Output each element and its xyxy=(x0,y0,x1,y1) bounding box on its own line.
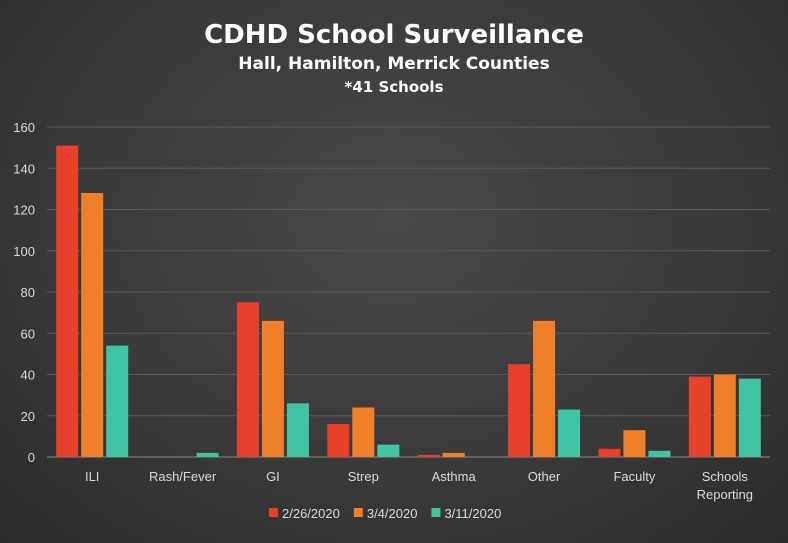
bar-schools-reporting-series-3 xyxy=(738,378,761,457)
bar-schools-reporting-series-2 xyxy=(713,374,736,457)
bar-faculty-series-2 xyxy=(623,430,646,457)
x-category-label: Faculty xyxy=(613,469,655,484)
bar-schools-reporting-series-1 xyxy=(688,376,711,457)
x-category-label: Asthma xyxy=(432,469,477,484)
y-tick-label: 0 xyxy=(28,450,35,465)
bar-faculty-series-1 xyxy=(598,448,621,457)
bar-rash-fever-series-3 xyxy=(196,452,219,457)
bar-gi-series-3 xyxy=(286,403,309,457)
y-tick-label: 120 xyxy=(13,203,35,218)
legend-swatch-series-2 xyxy=(353,508,363,517)
bar-gi-series-2 xyxy=(261,320,284,457)
y-tick-label: 140 xyxy=(13,161,35,176)
legend: 2/26/2020 3/4/2020 3/11/2020 xyxy=(269,506,501,521)
bar-strep-series-2 xyxy=(352,407,375,457)
chart-subtitle-note: *41 Schools xyxy=(345,78,444,96)
y-tick-label: 80 xyxy=(21,285,35,300)
y-axis-ticks: 0 20 40 60 80 100 120 140 160 xyxy=(13,120,35,465)
legend-label-series-1: 2/26/2020 xyxy=(282,506,340,521)
bar-layer xyxy=(56,145,761,457)
bar-other-series-1 xyxy=(508,364,531,457)
legend-label-series-2: 3/4/2020 xyxy=(367,506,418,521)
bar-gi-series-1 xyxy=(236,302,259,457)
x-category-label: Strep xyxy=(348,469,379,484)
bar-other-series-3 xyxy=(558,409,581,457)
x-category-label: Other xyxy=(528,469,561,484)
legend-swatch-series-1 xyxy=(269,508,278,517)
y-tick-label: 20 xyxy=(21,409,35,424)
y-tick-label: 60 xyxy=(21,326,35,341)
x-axis-categories: ILI Rash/Fever GI Strep Asthma Other Faculty Sc… xyxy=(85,469,753,502)
y-tick-label: 40 xyxy=(21,368,35,383)
bar-ili-series-2 xyxy=(81,193,104,457)
x-category-label: Rash/Fever xyxy=(149,469,217,484)
bar-asthma-series-1 xyxy=(417,454,440,457)
bar-ili-series-3 xyxy=(106,345,129,457)
x-category-label: ILI xyxy=(85,469,99,484)
bar-strep-series-1 xyxy=(327,424,350,457)
chart-title: CDHD School Surveillance xyxy=(204,20,584,50)
bar-ili-series-1 xyxy=(56,145,79,457)
bar-other-series-2 xyxy=(533,320,556,457)
legend-label-series-3: 3/11/2020 xyxy=(444,506,501,521)
bar-faculty-series-3 xyxy=(648,450,671,457)
x-category-label: Schools Reporting xyxy=(697,469,753,502)
y-tick-label: 160 xyxy=(13,120,35,135)
x-category-label: GI xyxy=(266,469,280,484)
bar-strep-series-3 xyxy=(377,444,400,457)
bar-asthma-series-2 xyxy=(442,452,465,457)
y-tick-label: 100 xyxy=(13,244,35,259)
grid-layer xyxy=(47,126,770,458)
legend-swatch-series-3 xyxy=(431,508,441,517)
chart-subtitle: Hall, Hamilton, Merrick Counties xyxy=(238,54,549,74)
